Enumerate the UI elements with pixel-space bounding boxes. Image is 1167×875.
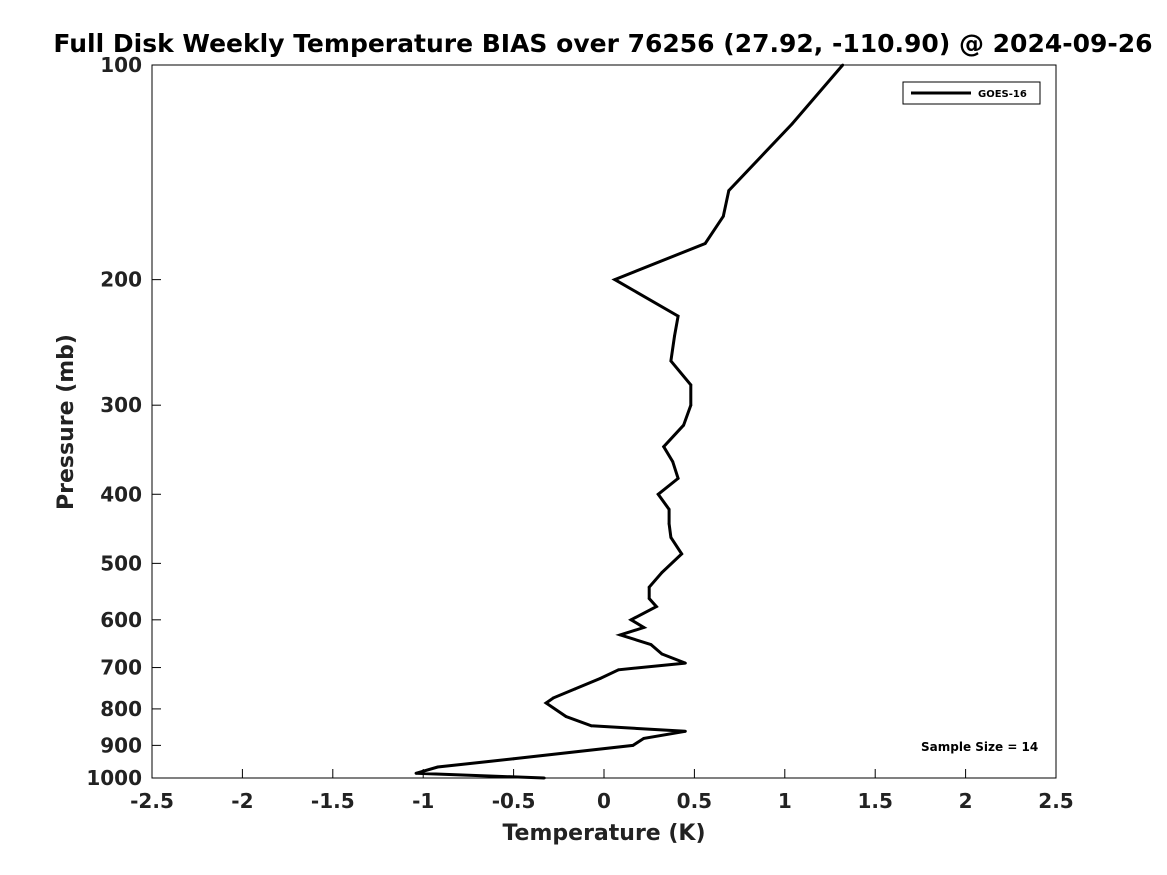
x-tick-label: -2 (231, 789, 253, 813)
data-point (727, 189, 731, 193)
data-point (649, 643, 653, 646)
x-tick-label: 1.5 (857, 789, 892, 813)
data-point (676, 314, 680, 318)
data-point (642, 626, 646, 629)
y-tick-label: 200 (100, 268, 142, 292)
data-point (667, 522, 671, 526)
x-axis-label: Temperature (K) (502, 821, 705, 846)
data-point (682, 423, 685, 427)
y-axis: 100 200 300 400 500 600 700 800 900 1000 (86, 53, 161, 790)
data-point (671, 460, 675, 463)
data-point (573, 687, 577, 691)
data-point (613, 278, 617, 281)
data-point (544, 701, 548, 705)
y-tick-label: 100 (100, 53, 142, 77)
x-axis: -2.5 -2 -1.5 -1 -0.5 0 0.5 1 1.5 2 2.5 (130, 769, 1074, 813)
y-tick-label: 600 (100, 608, 142, 632)
data-point (631, 744, 635, 747)
data-point (703, 242, 707, 245)
y-axis-label: Pressure (mb) (54, 334, 79, 510)
data-point (414, 771, 418, 775)
data-point (618, 633, 622, 637)
x-tick-label: 2 (959, 789, 973, 813)
data-point (689, 383, 693, 387)
data-point (676, 477, 680, 480)
data-point (660, 571, 664, 574)
data-point (542, 776, 546, 780)
x-tick-label: 0.5 (677, 789, 712, 813)
data-point (684, 729, 687, 733)
data-point (629, 618, 633, 622)
data-point (589, 724, 593, 728)
data-point (667, 508, 671, 511)
legend-box (902, 81, 1041, 105)
data-point (684, 661, 687, 665)
legend-label: GOES-16 (978, 89, 1027, 100)
legend: GOES-16 (902, 81, 1041, 105)
data-point (656, 492, 660, 496)
x-tick-label: -1 (412, 789, 434, 813)
data-point (669, 536, 673, 539)
sample-size-annotation: Sample Size = 14 (921, 740, 1038, 754)
data-point (721, 214, 725, 218)
plot-frame (151, 64, 1057, 779)
x-tick-label: -2.5 (130, 789, 174, 813)
y-tick-label: 400 (100, 482, 142, 506)
x-tick-label: -0.5 (492, 789, 536, 813)
y-tick-label: 1000 (86, 766, 142, 790)
data-point (642, 737, 646, 740)
y-tick-label: 900 (100, 733, 142, 757)
x-tick-label: 0 (597, 789, 611, 813)
data-point (599, 677, 602, 680)
data-point (552, 696, 555, 700)
data-point (662, 445, 666, 449)
series-line-goes-16 (415, 64, 844, 780)
y-tick-label: 700 (100, 656, 142, 680)
data-point (841, 63, 845, 67)
x-tick-label: -1.5 (311, 789, 355, 813)
y-tick-label: 500 (100, 551, 142, 575)
data-point (673, 334, 676, 338)
y-tick-label: 300 (100, 393, 142, 417)
x-tick-label: 2.5 (1038, 789, 1073, 813)
data-point (669, 359, 673, 363)
data-point (647, 597, 651, 600)
data-point (680, 552, 684, 556)
data-point (617, 668, 620, 672)
series-layer (414, 63, 845, 780)
y-tick-label: 800 (100, 697, 142, 721)
data-point (689, 403, 693, 407)
data-point (655, 605, 658, 608)
data-point (564, 715, 568, 718)
data-point (512, 757, 515, 761)
x-tick-label: 1 (778, 789, 792, 813)
data-point (436, 765, 440, 769)
data-point (647, 585, 651, 589)
data-point (660, 652, 664, 656)
chart-title: Full Disk Weekly Temperature BIAS over 7… (53, 29, 1152, 58)
data-point (790, 122, 794, 126)
